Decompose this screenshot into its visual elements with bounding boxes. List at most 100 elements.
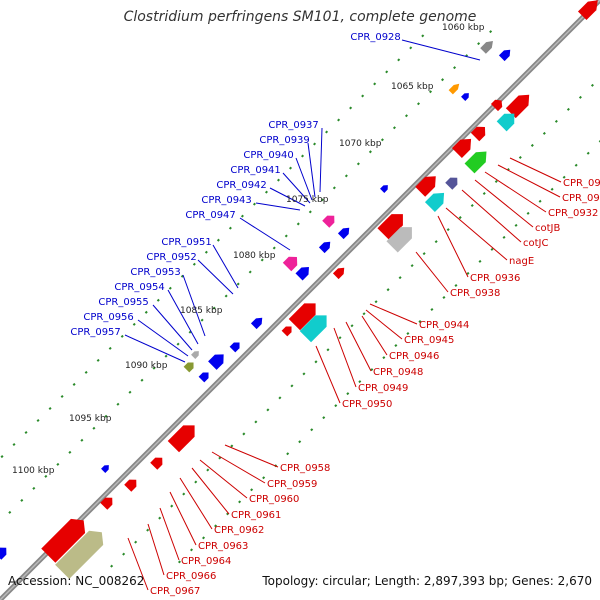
gc-dot — [344, 174, 348, 178]
gc-dot — [574, 163, 578, 167]
gc-dot — [392, 126, 396, 130]
gene-feature — [490, 99, 503, 112]
reverse-leader-line — [147, 523, 165, 576]
gc-dot — [526, 211, 530, 215]
gc-dot — [284, 234, 288, 238]
forward-gene-label: CPR_0939 — [259, 135, 309, 146]
ruler-label: 1095 kbp — [69, 414, 112, 424]
gc-dot — [397, 58, 401, 62]
gene-feature — [41, 518, 86, 563]
forward-gene-label: CPR_0957 — [70, 327, 120, 338]
gene-feature — [282, 256, 298, 272]
gc-dot — [60, 394, 64, 398]
gc-dot — [32, 486, 36, 490]
gc-dot — [192, 262, 196, 266]
gc-dot — [442, 295, 446, 299]
gc-dot — [301, 154, 305, 158]
gc-dot — [206, 468, 210, 472]
gc-dot — [152, 366, 156, 370]
gc-dot — [278, 396, 282, 400]
gc-dot — [44, 474, 48, 478]
reverse-gene-label: CPR_0946 — [389, 351, 439, 362]
gc-dot — [238, 500, 242, 504]
gc-dot — [453, 66, 457, 70]
genome-summary-text: Topology: circular; Length: 2,897,393 bp… — [262, 574, 592, 588]
gc-dot — [146, 528, 150, 532]
gc-dot — [108, 346, 112, 350]
gc-dot — [230, 444, 234, 448]
gene-feature — [208, 354, 224, 370]
gene-feature — [337, 227, 350, 240]
gc-dot — [554, 119, 558, 123]
gc-dot — [262, 476, 266, 480]
gene-feature — [0, 547, 7, 560]
reverse-leader-line — [345, 321, 372, 372]
gc-dot — [374, 300, 378, 304]
gc-dot — [416, 102, 421, 106]
reverse-gene-label: CPR_0931 — [562, 193, 600, 204]
gene-feature — [295, 267, 309, 281]
forward-gene-label: CPR_0947 — [185, 210, 235, 221]
forward-leader-line — [295, 157, 313, 201]
gc-dot — [48, 406, 52, 410]
ruler-label: 1075 kbp — [286, 195, 329, 205]
gc-dot — [542, 131, 546, 135]
gc-dot — [190, 548, 194, 552]
gc-dot — [441, 78, 445, 82]
gc-dot — [134, 540, 138, 544]
reverse-gene-label: nagE — [509, 256, 534, 267]
reverse-leader-line — [415, 251, 449, 293]
reverse-gene-label: CPR_0961 — [231, 510, 281, 521]
gc-dot — [286, 452, 290, 456]
gc-dot — [514, 223, 518, 227]
gc-dot — [490, 247, 494, 251]
gc-dot — [326, 348, 330, 352]
reverse-leader-line — [224, 444, 279, 468]
gc-dot — [320, 198, 324, 202]
ruler-label: 1085 kbp — [180, 306, 223, 316]
gc-dot — [56, 462, 60, 466]
ruler-label: 1090 kbp — [125, 361, 168, 371]
forward-leader-line — [255, 202, 301, 211]
gc-dot — [477, 42, 481, 46]
gc-dot — [409, 46, 413, 50]
gc-dot — [298, 440, 302, 444]
gc-dot — [489, 30, 493, 34]
gc-dot — [260, 258, 264, 262]
gc-dot — [302, 372, 306, 376]
reverse-leader-line — [365, 309, 403, 340]
gc-dot — [104, 414, 108, 418]
forward-leader-line — [401, 39, 481, 61]
gene-feature — [496, 113, 515, 132]
gc-dot — [434, 240, 438, 244]
gene-feature — [386, 227, 412, 253]
gc-dot — [296, 222, 300, 226]
gc-dot — [313, 142, 317, 146]
reverse-gene-label: CPR_0967 — [150, 586, 200, 597]
gc-dot — [68, 450, 72, 454]
gc-dot — [418, 320, 422, 324]
reverse-gene-label: CPR_0950 — [342, 399, 392, 410]
gene-feature — [299, 315, 327, 343]
reverse-gene-label: CPR_0958 — [280, 463, 330, 474]
forward-gene-label: CPR_0954 — [114, 282, 164, 293]
gc-dot — [385, 70, 389, 74]
gc-dot — [368, 150, 372, 154]
gene-feature — [55, 530, 104, 579]
gene-feature — [470, 126, 486, 142]
gc-dot — [182, 492, 186, 496]
gc-dot — [194, 480, 198, 484]
gc-dot — [122, 552, 126, 556]
gc-dot — [586, 151, 590, 155]
forward-gene-label: CPR_0941 — [230, 165, 280, 176]
gc-dot — [458, 216, 462, 220]
gc-dot — [168, 286, 172, 290]
gc-dot — [212, 306, 216, 310]
gene-feature — [505, 94, 530, 119]
gc-dot — [240, 214, 244, 218]
reverse-leader-line — [159, 507, 180, 561]
gc-dot — [358, 380, 362, 384]
reverse-leader-line — [361, 315, 388, 356]
gc-dot — [406, 332, 410, 336]
